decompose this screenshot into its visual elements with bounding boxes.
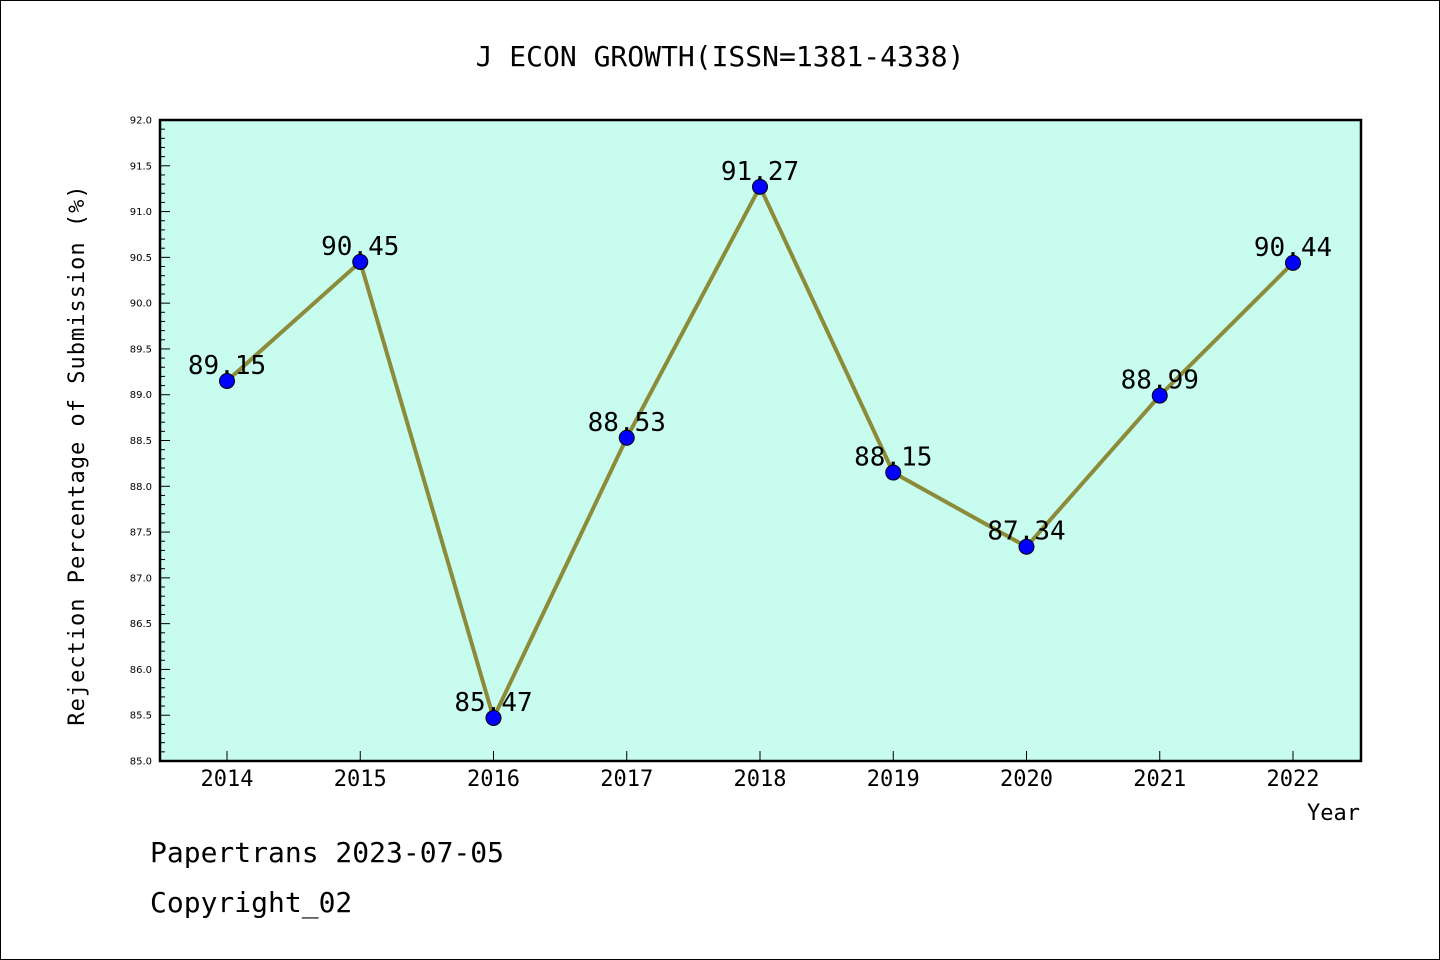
x-tick-label: 2014: [201, 767, 254, 792]
y-tick-label: 89.5: [130, 344, 152, 355]
data-point-2017: [618, 429, 635, 446]
footer-copyright: Copyright_02: [150, 886, 353, 919]
y-tick-label: 91.5: [130, 161, 152, 172]
data-label-2021: 88.99: [1121, 366, 1199, 396]
y-tick-label: 89.0: [130, 390, 152, 401]
footer-date: Papertrans 2023-07-05: [150, 836, 505, 869]
y-axis-label: Rejection Percentage of Submission (%): [65, 184, 90, 725]
plot-border: [158, 118, 1363, 763]
data-point-2020: [1018, 538, 1035, 555]
plot-area: [160, 120, 1361, 761]
data-label-2018: 91.27: [721, 157, 799, 187]
x-tick-label: 2019: [867, 767, 920, 792]
x-tick-label: 2021: [1133, 767, 1186, 792]
data-label-2019: 88.15: [854, 443, 932, 473]
x-tick-label: 2020: [1000, 767, 1053, 792]
y-tick-label: 88.0: [130, 482, 152, 493]
chart-title: J ECON GROWTH(ISSN=1381-4338): [476, 40, 965, 73]
y-tick-label: 90.5: [130, 253, 152, 264]
x-tick-label: 2016: [467, 767, 520, 792]
x-tick-label: 2017: [600, 767, 653, 792]
y-tick-label: 87.0: [130, 573, 152, 584]
data-label-2015: 90.45: [321, 232, 399, 262]
data-point-2014: [219, 372, 235, 389]
data-labels: 89.15 90.45 85.47 88.53 91.27 88.15 87.34 88.99…: [188, 157, 1332, 718]
y-tick-label: 90.0: [130, 299, 152, 310]
y-tick-label: 91.0: [130, 207, 152, 218]
data-label-2020: 87.34: [987, 517, 1065, 547]
y-tick-label: 88.5: [130, 436, 152, 447]
y-tick-label: 87.5: [130, 528, 152, 539]
x-tick-label: 2018: [734, 767, 787, 792]
y-tick-label: 92.0: [130, 116, 152, 127]
y-tick-label: 86.5: [130, 619, 152, 630]
y-tick-label: 85.0: [130, 757, 152, 768]
data-point-2015: [352, 253, 369, 270]
data-label-2014: 89.15: [188, 351, 266, 381]
x-axis: 2014 2015 2016 2017 2018 2019 2020 2021 2022: [201, 751, 1320, 792]
data-point-2016: [485, 709, 502, 726]
data-label-2017: 88.53: [588, 408, 666, 438]
data-points: [219, 178, 1301, 726]
x-axis-label: Year: [1307, 801, 1360, 826]
data-point-2022: [1285, 254, 1301, 271]
data-label-2016: 85.47: [454, 688, 532, 718]
y-tick-label: 85.5: [130, 711, 152, 722]
data-label-2022: 90.44: [1254, 233, 1332, 263]
data-point-2018: [752, 178, 768, 195]
x-tick-label: 2015: [334, 767, 387, 792]
data-point-2019: [885, 464, 902, 481]
data-point-2021: [1151, 387, 1168, 404]
y-tick-label: 86.0: [130, 665, 152, 676]
x-tick-label: 2022: [1267, 767, 1320, 792]
